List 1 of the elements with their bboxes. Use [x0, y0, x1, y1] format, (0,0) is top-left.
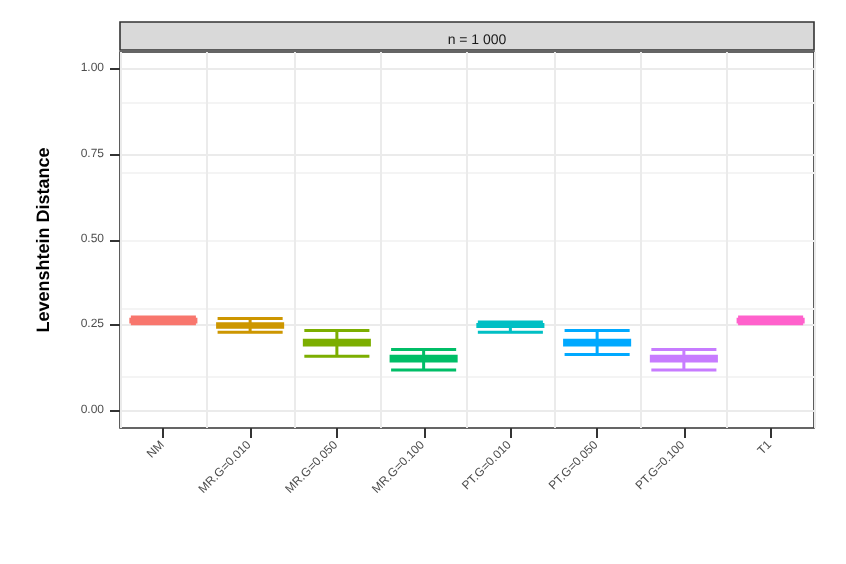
y-axis-title: Levenshtein Distance [33, 147, 53, 333]
